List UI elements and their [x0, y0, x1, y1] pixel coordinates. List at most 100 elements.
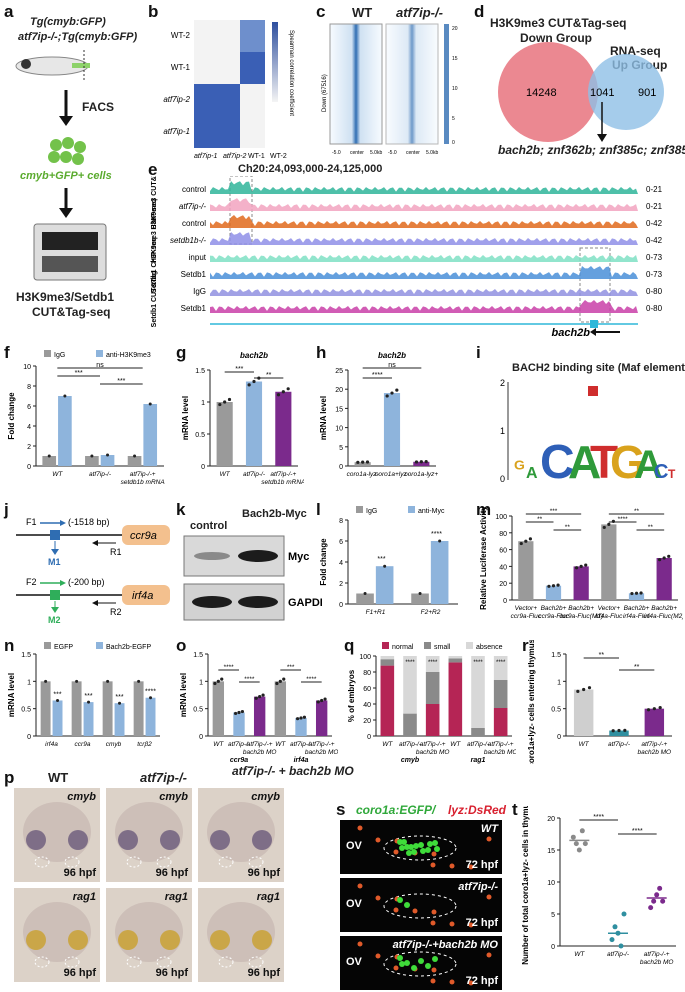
genotype-label: WT — [480, 823, 498, 835]
bar — [383, 393, 401, 466]
y-tick-label: 25 — [335, 368, 343, 375]
stage-label: 96 hpf — [155, 867, 188, 879]
heatmap-wt — [329, 23, 383, 145]
tick-label: -5.0 — [388, 150, 397, 156]
heatmap-col-wt: WT — [352, 5, 373, 20]
bar — [315, 700, 328, 736]
x-tick-label: WT — [213, 741, 224, 748]
bar — [114, 703, 125, 736]
track-label: control — [182, 219, 206, 228]
svg-text:A: A — [634, 443, 663, 487]
gene-label: cmyb — [159, 791, 188, 803]
x-tick-label: coro1a-lyz- — [347, 471, 380, 478]
panel-label-t: t — [512, 800, 518, 819]
bar-segment — [403, 713, 417, 736]
data-point — [648, 905, 654, 911]
y-tick-label: 100 — [359, 654, 371, 661]
cell-cluster-icon — [48, 137, 86, 165]
heatmap-col-label: atf7ip-2 — [223, 153, 246, 160]
x-tick-label: atf7ip-/-+ — [641, 741, 667, 748]
bar — [245, 381, 263, 466]
coverage-track — [210, 181, 638, 194]
fluorescence-photo: WT OV 72 hpf — [340, 820, 502, 874]
bar-segment — [425, 704, 440, 736]
data-point — [223, 400, 227, 404]
data-point — [149, 696, 153, 700]
embryo-photo: cmyb 96 hpf — [198, 788, 284, 882]
gene-label: ccr9a — [130, 530, 157, 542]
data-point — [652, 707, 656, 711]
bar — [295, 717, 307, 736]
x-tick-label: bach2b MO — [640, 959, 674, 966]
panel-label-b: b — [148, 2, 159, 21]
y-tick-label: 5 — [339, 445, 343, 452]
y-tick-label: 60 — [363, 686, 371, 693]
y-tick-label: 20 — [335, 387, 343, 394]
x-tick-label: WT — [574, 951, 585, 958]
data-point — [286, 387, 290, 391]
panel-label-n: n — [4, 636, 15, 655]
legend-label: small — [434, 644, 451, 651]
panel-label-s: s — [336, 800, 346, 819]
data-point — [576, 847, 582, 853]
data-point — [390, 391, 394, 395]
tick-label: -5.0 — [332, 150, 341, 156]
data-point — [587, 686, 592, 690]
tick-label: 2 — [500, 378, 505, 388]
x-tick-label: coro1a+lyz- — [375, 471, 410, 478]
bar — [133, 681, 144, 736]
data-point — [660, 898, 666, 904]
arrow-down-icon — [59, 90, 73, 126]
data-point — [519, 541, 523, 546]
significance-label: **** — [372, 372, 383, 379]
legend-swatch — [408, 506, 415, 513]
data-point — [365, 460, 370, 464]
bar — [233, 712, 245, 736]
data-point — [602, 525, 606, 530]
data-point — [320, 698, 324, 703]
svg-text:C: C — [654, 461, 668, 483]
tick-label: 0 — [500, 474, 505, 484]
bar — [216, 402, 233, 466]
bar — [375, 566, 394, 604]
y-tick-label: 0.5 — [551, 707, 561, 714]
significance-label: **** — [473, 660, 483, 666]
track-range: 0-73 — [646, 253, 663, 262]
gene-label: irf4a — [132, 590, 153, 602]
panel-label-c: c — [316, 2, 326, 21]
track-group-label: Setdb1 CUT&Tag — [151, 271, 158, 328]
track-label: control — [182, 185, 206, 194]
significance-label: *** — [53, 691, 61, 698]
venn-right-count: 901 — [638, 87, 656, 99]
data-point — [276, 393, 281, 397]
primer-label: R2 — [110, 607, 122, 617]
colorbar-label: Spearman correlation coefficient — [288, 30, 294, 116]
x-tick-label: atf7ip-/-+ — [247, 741, 273, 748]
colorbar — [444, 24, 449, 144]
y-tick-label: 20 — [499, 581, 507, 588]
y-tick-label: 0 — [551, 944, 555, 951]
data-point — [363, 592, 367, 595]
bar — [40, 681, 51, 736]
data-point — [240, 709, 245, 714]
data-point — [87, 700, 91, 704]
data-point — [282, 677, 286, 681]
bar-segment — [425, 672, 440, 704]
legend-swatch — [356, 506, 363, 513]
panel-label-o: o — [176, 636, 187, 655]
stage-label: 96 hpf — [63, 967, 96, 979]
bar-segment — [471, 728, 485, 736]
panel-label-q: q — [344, 636, 355, 655]
panel-label-d: d — [474, 2, 485, 21]
panel-label-h: h — [316, 343, 327, 362]
y-axis-label: Fold change — [7, 392, 16, 440]
data-point — [424, 460, 428, 464]
bar-segment — [403, 656, 417, 714]
chart-g: 0 0.5 1 1.5 mRNA level WT atf7ip-/- atf7ip-/-+s… — [181, 351, 304, 486]
data-point — [618, 943, 624, 949]
venn-left-count: 14248 — [526, 87, 557, 99]
coverage-track — [210, 215, 638, 228]
significance-label: ** — [634, 508, 640, 515]
data-point — [106, 453, 110, 457]
ov-label: OV — [346, 840, 362, 852]
